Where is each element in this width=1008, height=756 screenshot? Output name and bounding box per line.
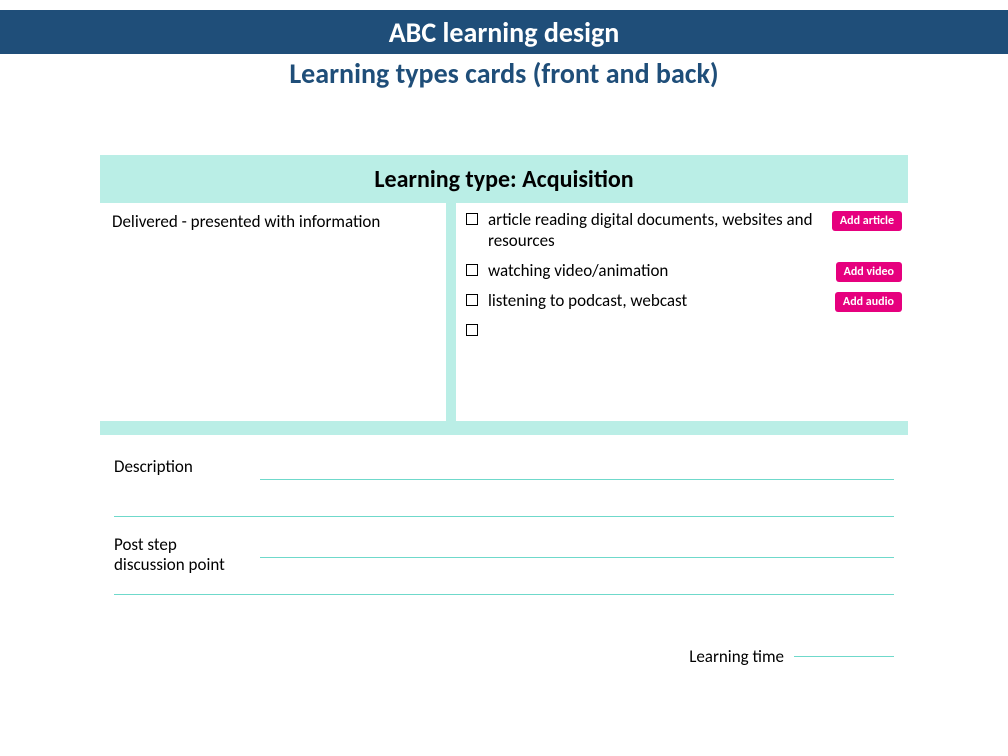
delivery-text: Delivered - presented with information <box>112 211 380 232</box>
activity-text: article reading digital documents, websi… <box>478 209 832 252</box>
section-divider <box>100 421 908 435</box>
input-rule[interactable] <box>114 572 894 595</box>
activity-text: listening to podcast, webcast <box>478 290 835 311</box>
poststep-lines <box>260 535 894 595</box>
activity-row: listening to podcast, webcastAdd audio <box>466 290 902 312</box>
slide: ABC learning design Learning types cards… <box>0 0 1008 756</box>
title-banner-text: ABC learning design <box>389 15 620 50</box>
card: Learning type: Acquisition Delivered - p… <box>100 155 908 685</box>
description-row: Description <box>114 457 894 517</box>
learning-time-row: Learning time <box>689 646 894 667</box>
input-rule[interactable] <box>260 535 894 558</box>
learning-time-label: Learning time <box>689 646 784 667</box>
activity-row <box>466 320 902 336</box>
card-title: Learning type: Acquisition <box>100 155 908 203</box>
activity-row: article reading digital documents, websi… <box>466 209 902 252</box>
card-upper: Delivered - presented with information a… <box>100 203 908 421</box>
subtitle: Learning types cards (front and back) <box>0 56 1008 91</box>
card-lower: Description Post stepdiscussion point Le… <box>100 435 908 685</box>
input-rule[interactable] <box>260 457 894 480</box>
description-lines <box>260 457 894 517</box>
checkbox-icon[interactable] <box>466 294 478 306</box>
activity-row: watching video/animationAdd video <box>466 260 902 282</box>
poststep-row: Post stepdiscussion point <box>114 535 894 595</box>
activity-text: watching video/animation <box>478 260 836 281</box>
add-media-button[interactable]: Add audio <box>835 292 902 312</box>
checkbox-icon[interactable] <box>466 213 478 225</box>
description-label: Description <box>114 457 254 477</box>
title-banner: ABC learning design <box>0 10 1008 54</box>
poststep-label: Post stepdiscussion point <box>114 535 254 576</box>
input-rule[interactable] <box>114 494 894 517</box>
checkbox-icon[interactable] <box>466 324 478 336</box>
learning-time-input-rule[interactable] <box>794 656 894 657</box>
delivery-panel: Delivered - presented with information <box>100 203 446 421</box>
add-media-button[interactable]: Add article <box>832 211 902 231</box>
activities-panel: article reading digital documents, websi… <box>456 203 908 421</box>
panel-divider <box>446 203 456 421</box>
add-media-button[interactable]: Add video <box>836 262 902 282</box>
checkbox-icon[interactable] <box>466 264 478 276</box>
